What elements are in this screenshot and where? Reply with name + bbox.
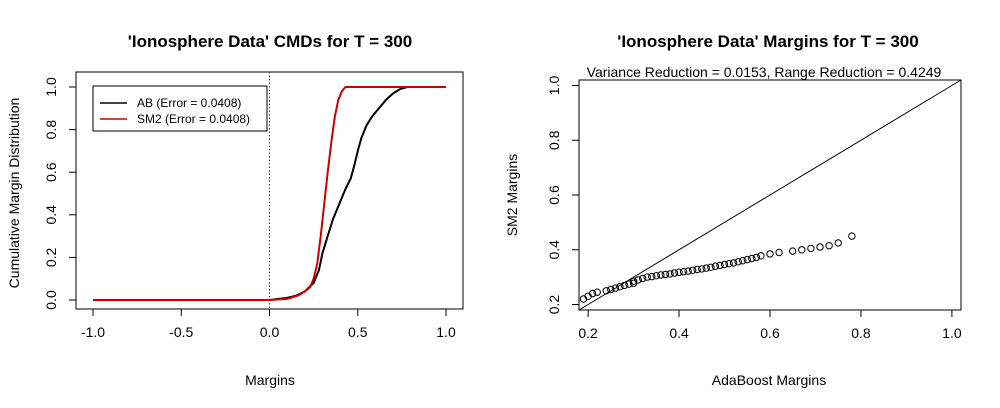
legend-ab-label: AB (Error = 0.0408) [137, 96, 241, 110]
margin-point [743, 255, 751, 264]
legend-box [92, 85, 268, 132]
margin-point [789, 247, 797, 255]
margin-point [611, 284, 620, 292]
x-tick-label: 0.5 [348, 324, 368, 340]
margin-points [579, 232, 856, 303]
margin-point [720, 260, 729, 269]
y-tick-label: 0.2 [546, 295, 562, 315]
x-tick-label: -1.0 [81, 324, 105, 340]
x-tick-label: 1.0 [436, 324, 456, 340]
margin-point [693, 265, 701, 274]
x-tick-label: 0.4 [669, 325, 689, 341]
margin-point [670, 269, 679, 277]
margin-point [798, 246, 806, 254]
margins-x-axis: 0.2 0.4 0.6 0.8 1.0 [578, 309, 962, 341]
cmd-y-label: Cumulative Margin Distribution [6, 98, 22, 289]
x-tick-label: 0.8 [851, 325, 871, 341]
margin-point [816, 243, 824, 251]
sm2-cmd-line [93, 86, 446, 301]
y-tick-label: 0.0 [43, 290, 59, 310]
margin-point [807, 244, 815, 253]
margins-panel: 'Ionosphere Data' Margins for T = 300 Va… [504, 32, 962, 388]
margin-point [652, 272, 660, 280]
margin-point [620, 281, 629, 290]
y-tick-label: 0.4 [43, 205, 59, 225]
margin-point [675, 268, 683, 276]
margin-point [661, 270, 670, 279]
y-tick-label: 1.0 [43, 77, 59, 97]
margin-point [775, 248, 783, 257]
x-tick-label: 0.0 [260, 324, 280, 340]
cmd-legend: AB (Error = 0.0408) SM2 (Error = 0.0408) [92, 85, 268, 132]
identity-line [578, 79, 962, 311]
y-tick-label: 0.2 [43, 247, 59, 267]
margin-point [716, 261, 724, 270]
margin-point [825, 242, 833, 250]
margin-point [602, 287, 610, 295]
margin-point [648, 272, 656, 281]
margin-point [834, 239, 842, 247]
cmd-title: 'Ionosphere Data' CMDs for T = 300 [128, 32, 412, 51]
margins-y-label: SM2 Margins [504, 154, 520, 236]
margin-point [757, 252, 765, 260]
margins-y-axis: 0.2 0.4 0.6 0.8 1.0 [546, 76, 580, 315]
margin-point [739, 257, 747, 265]
x-tick-label: 0.6 [760, 325, 780, 341]
margin-point [711, 262, 720, 270]
y-tick-label: 0.4 [546, 240, 562, 260]
legend-sm2-label: SM2 (Error = 0.0408) [137, 112, 250, 126]
margin-point [766, 250, 774, 258]
margin-point [725, 260, 733, 268]
margins-subtitle: Variance Reduction = 0.0153, Range Reduc… [587, 64, 942, 80]
margin-point [707, 263, 715, 271]
margin-point [734, 258, 742, 266]
cmd-y-axis: 0.0 0.2 0.4 0.6 0.8 1.0 [43, 77, 77, 310]
y-tick-label: 1.0 [546, 76, 562, 96]
margin-point [684, 267, 692, 275]
margin-point [634, 276, 642, 284]
margins-x-label: AdaBoost Margins [712, 372, 826, 388]
margin-point [698, 265, 706, 273]
margin-point [629, 277, 638, 285]
margin-point [593, 288, 601, 296]
margin-point [689, 266, 697, 274]
margin-point [643, 273, 651, 281]
margin-point [607, 285, 615, 294]
margin-point [657, 271, 665, 279]
margin-point [616, 283, 624, 291]
y-tick-label: 0.8 [546, 130, 562, 150]
margin-point [748, 254, 756, 263]
margin-point [729, 259, 738, 267]
y-tick-label: 0.6 [546, 185, 562, 205]
margin-point [666, 270, 674, 278]
margin-point [679, 268, 688, 276]
margins-title: 'Ionosphere Data' Margins for T = 300 [617, 32, 918, 51]
margin-point [588, 289, 597, 298]
y-tick-label: 0.6 [43, 162, 59, 182]
x-tick-label: -0.5 [169, 324, 193, 340]
x-tick-label: 1.0 [942, 325, 962, 341]
cmd-series [93, 86, 446, 301]
cmd-panel: 'Ionosphere Data' CMDs for T = 300 -1.0-… [6, 32, 464, 388]
cmd-x-axis: -1.0 -0.5 0.0 0.5 1.0 [81, 308, 456, 340]
cmd-x-label: Margins [245, 372, 295, 388]
x-tick-label: 0.2 [578, 325, 598, 341]
margin-point [639, 274, 647, 283]
y-tick-label: 0.8 [43, 120, 59, 140]
margin-point [702, 264, 710, 272]
margin-point [752, 253, 761, 262]
margin-point [848, 232, 856, 240]
